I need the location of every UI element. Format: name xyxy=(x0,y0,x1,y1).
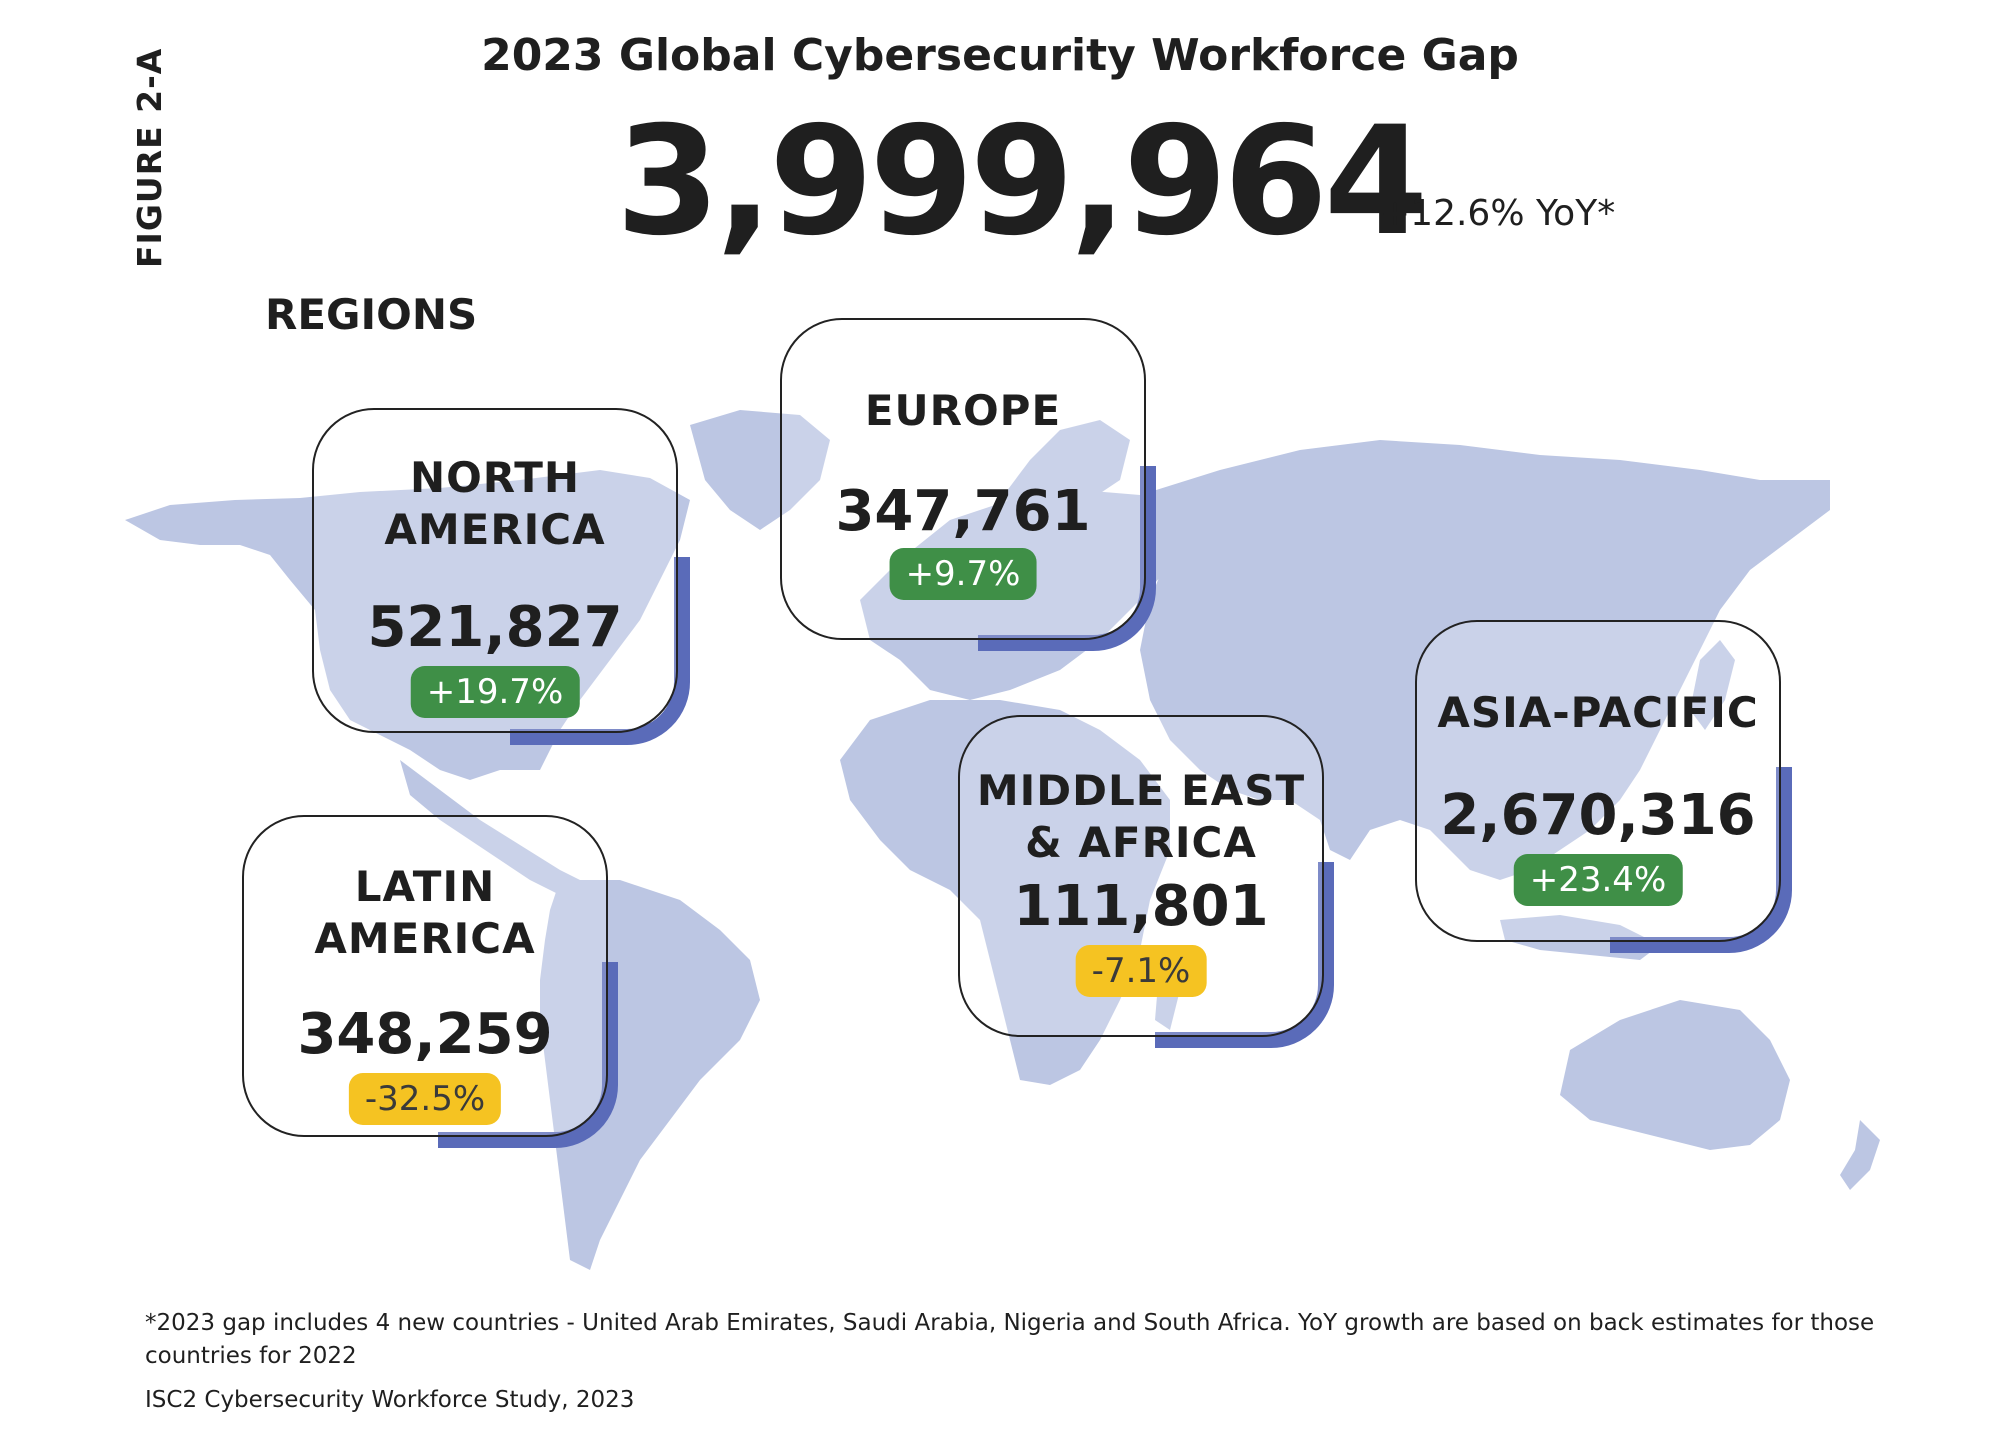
footnote: *2023 gap includes 4 new countries - Uni… xyxy=(145,1310,1875,1369)
region-change-badge: +9.7% xyxy=(889,548,1037,600)
australia-landmass xyxy=(1560,1000,1790,1150)
north-america-accent-bar xyxy=(510,557,690,745)
region-name-line: LATIN xyxy=(354,862,496,911)
region-name-line: AMERICA xyxy=(314,914,536,963)
region-name: ASIA-PACIFIC xyxy=(1417,687,1779,739)
page-title: 2023 Global Cybersecurity Workforce Gap xyxy=(481,30,1519,81)
region-change-badge: -32.5% xyxy=(348,1073,502,1125)
scandinavia-landmass xyxy=(1000,420,1130,505)
region-value: 348,259 xyxy=(297,1002,553,1067)
total-gap-value: 3,999,964 xyxy=(615,95,1429,269)
region-card-europe: EUROPE 347,761 +9.7% xyxy=(780,318,1146,640)
region-name-line: ASIA-PACIFIC xyxy=(1437,688,1759,737)
source-citation: ISC2 Cybersecurity Workforce Study, 2023 xyxy=(145,1387,635,1413)
asia-pacific-accent-bar xyxy=(1610,767,1792,953)
total-yoy-change: +12.6% YoY* xyxy=(1380,193,1616,234)
greenland-landmass xyxy=(690,410,830,530)
latin-america-accent-bar xyxy=(438,962,618,1148)
new-zealand-landmass xyxy=(1840,1120,1880,1190)
region-change-badge: -7.1% xyxy=(1075,945,1207,997)
europe-accent-bar xyxy=(978,466,1156,651)
region-change-badge: +19.7% xyxy=(410,666,580,718)
region-change-badge: +23.4% xyxy=(1513,854,1683,906)
middle-east-africa-accent-bar xyxy=(1155,862,1334,1048)
region-name-line: NORTH xyxy=(409,453,581,502)
region-card-north-america: NORTH AMERICA 521,827 +19.7% xyxy=(312,408,678,733)
south-america-landmass xyxy=(540,880,760,1270)
region-value: 2,670,316 xyxy=(1440,783,1756,848)
region-value: 521,827 xyxy=(367,595,623,660)
region-name-line: MIDDLE EAST xyxy=(976,766,1306,815)
region-card-asia-pacific: ASIA-PACIFIC 2,670,316 +23.4% xyxy=(1415,620,1781,942)
region-name-line: AMERICA xyxy=(384,505,606,554)
region-card-latin-america: LATIN AMERICA 348,259 -32.5% xyxy=(242,815,608,1137)
region-name: LATIN AMERICA xyxy=(244,861,606,965)
region-card-middle-east-africa: MIDDLE EAST & AFRICA 111,801 -7.1% xyxy=(958,715,1324,1037)
region-name-line: & AFRICA xyxy=(1025,818,1257,867)
regions-heading: REGIONS xyxy=(265,290,478,339)
region-value: 111,801 xyxy=(1013,874,1269,939)
region-name: NORTH AMERICA xyxy=(314,452,676,556)
central-america-landmass xyxy=(400,760,580,895)
region-name: EUROPE xyxy=(782,385,1144,437)
region-value: 347,761 xyxy=(835,479,1091,544)
region-accent-bars xyxy=(438,466,1792,1148)
region-name-line: EUROPE xyxy=(864,386,1062,435)
region-name: MIDDLE EAST & AFRICA xyxy=(960,765,1322,869)
